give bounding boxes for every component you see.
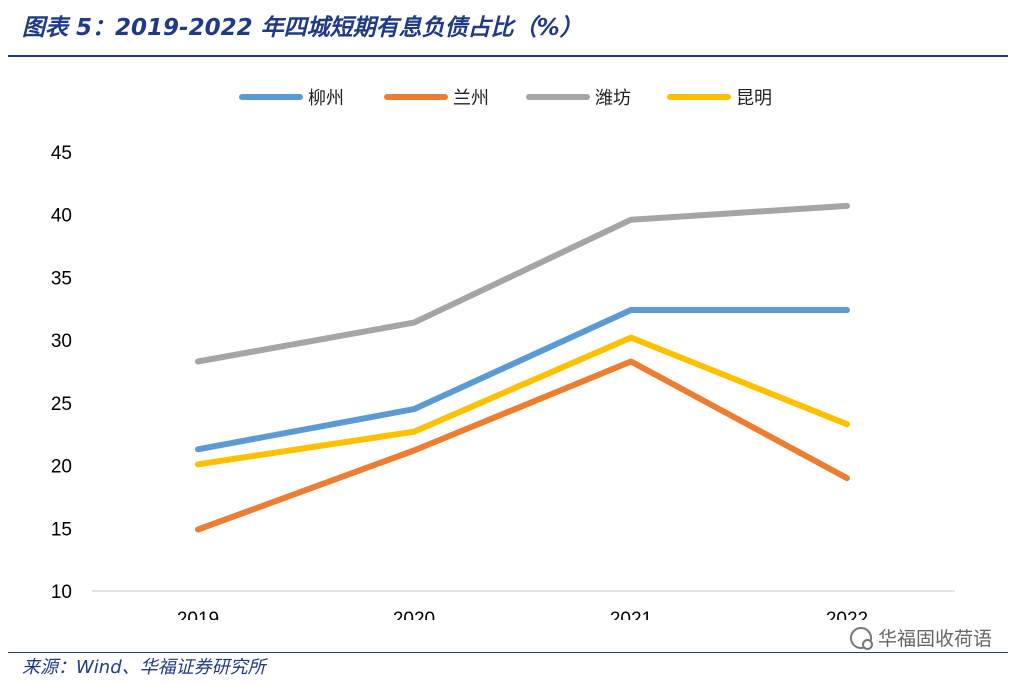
x-tick-label: 2019 [177, 609, 219, 620]
legend-label-潍坊: 潍坊 [595, 88, 631, 109]
y-axis-ticks: 10 15 20 25 30 35 40 45 [51, 143, 72, 603]
series-line-昆明 [195, 334, 850, 468]
series-line-兰州 [195, 358, 850, 533]
y-tick-label: 35 [51, 268, 72, 289]
legend-label-昆明: 昆明 [736, 88, 772, 109]
legend-label-柳州: 柳州 [308, 88, 344, 109]
series-line-柳州 [195, 307, 850, 453]
y-tick-label: 15 [51, 519, 72, 540]
x-axis-ticks: 2019 2020 2021 2022 [177, 609, 868, 620]
y-tick-label: 20 [51, 457, 72, 478]
series-lines [195, 202, 850, 533]
watermark: 华福固收荷语 [849, 624, 992, 654]
x-tick-label: 2022 [826, 609, 868, 620]
y-tick-label: 10 [51, 582, 72, 603]
x-tick-label: 2020 [393, 609, 435, 620]
y-tick-label: 40 [51, 206, 72, 227]
y-tick-label: 45 [51, 143, 72, 164]
y-tick-label: 25 [51, 394, 72, 415]
wechat-icon [849, 627, 873, 650]
series-line-潍坊 [195, 202, 850, 365]
legend-label-兰州: 兰州 [453, 88, 489, 109]
title-rule [8, 55, 1008, 57]
chart-title: 图表 5：2019-2022 年四城短期有息负债占比（%） [22, 15, 583, 41]
x-tick-label: 2021 [610, 609, 652, 620]
watermark-text: 华福固收荷语 [877, 628, 992, 650]
legend: 柳州 兰州 潍坊 昆明 [239, 88, 772, 109]
footer-rule [8, 652, 1008, 653]
y-tick-label: 30 [51, 331, 72, 352]
source-note: 来源：Wind、华福证券研究所 [22, 657, 266, 678]
